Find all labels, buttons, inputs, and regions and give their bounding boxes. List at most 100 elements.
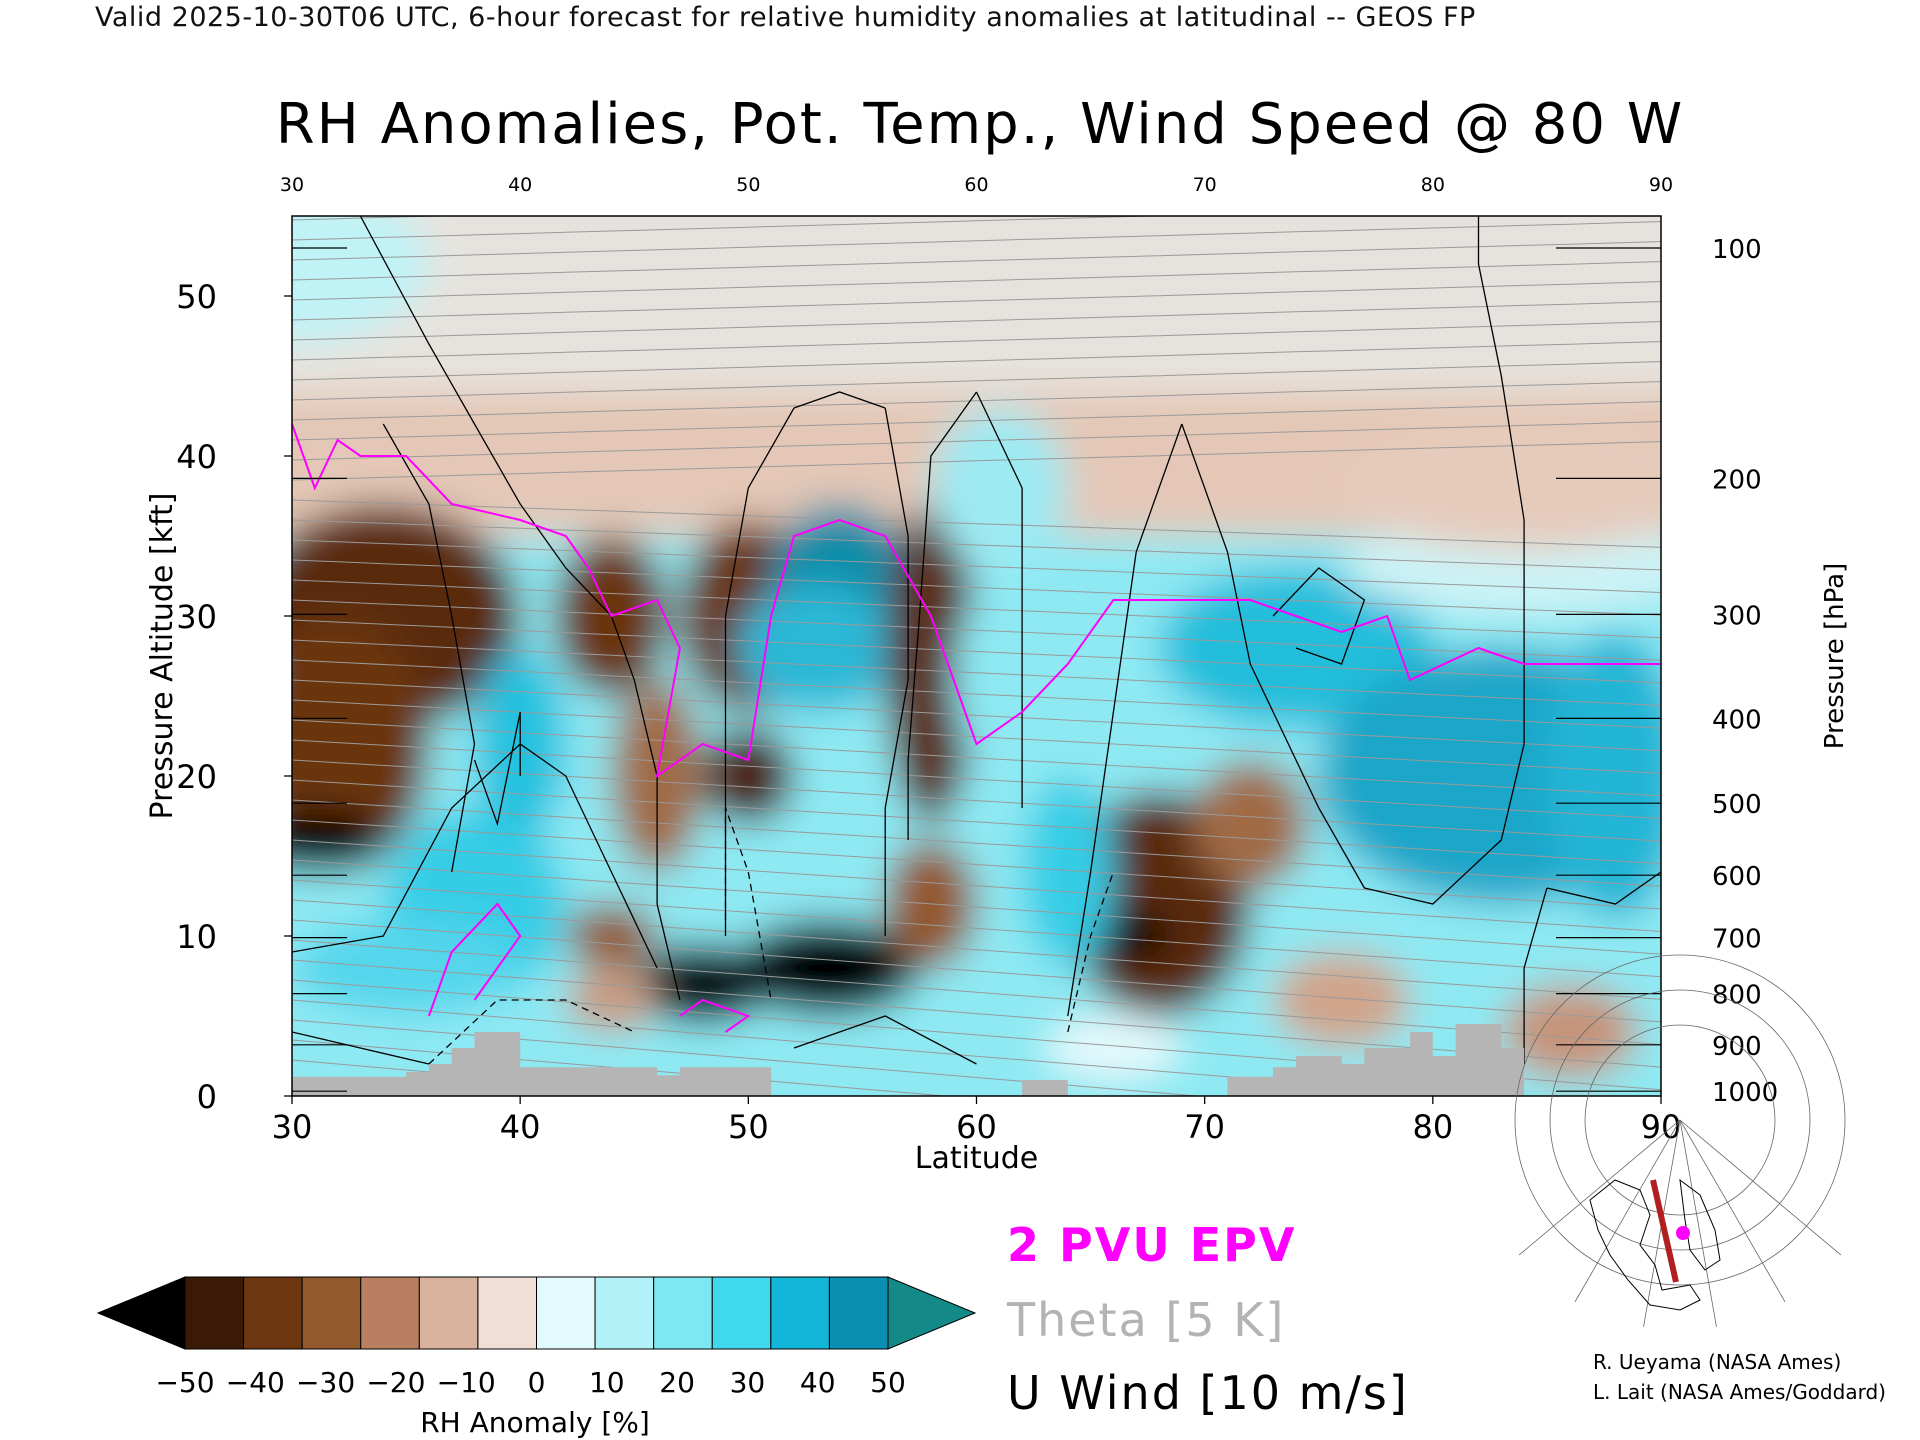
pressure-tick-label: 300 [1712, 601, 1762, 631]
y2-axis-label: Pressure [hPa] [1820, 563, 1850, 750]
theta-line [292, 341, 1661, 381]
colorbar-cell [828, 1276, 889, 1350]
top-x-tick-label: 60 [964, 174, 988, 196]
y-tick-label: 30 [176, 598, 217, 636]
y-tick-label: 10 [176, 918, 217, 956]
theta-line [292, 261, 1661, 301]
colorbar-low-arrow [96, 1276, 186, 1350]
wind-line [884, 407, 909, 936]
credit-line-1: R. Ueyama (NASA Ames) [1593, 1350, 1842, 1374]
theta-line [292, 241, 1661, 281]
colorbar-cell [184, 1276, 245, 1350]
map-coastline [1679, 1178, 1721, 1271]
theta-line [292, 599, 1661, 661]
wind-line [907, 391, 978, 840]
wind-line-dashed [724, 807, 772, 1001]
map-meridian [1679, 1119, 1786, 1303]
colorbar-tick-label: 40 [800, 1366, 836, 1399]
colorbar-cell [653, 1276, 713, 1350]
forecast-header: Valid 2025-10-30T06 UTC, 6-hour forecast… [95, 2, 1476, 33]
wind-line [1067, 423, 1183, 1017]
x-tick-label: 70 [1184, 1108, 1225, 1146]
field-blob [1501, 984, 1639, 1080]
pressure-tick-label: 1000 [1712, 1078, 1778, 1108]
field-blob [1273, 952, 1411, 1048]
theta-line [292, 221, 1661, 261]
field-blob [1341, 424, 1661, 552]
wind-line [1272, 567, 1366, 665]
top-x-tick-label: 90 [1649, 174, 1673, 196]
wind-line [292, 743, 658, 969]
theta-line [292, 639, 1661, 706]
map-latitude-circle [1584, 1024, 1776, 1216]
legend-theta: Theta [5 K] [1007, 1293, 1286, 1347]
wind-line [292, 1031, 430, 1065]
theta-line [292, 579, 1661, 639]
legend-uwind: U Wind [10 m/s] [1007, 1366, 1409, 1420]
colorbar-tick-label: 50 [870, 1366, 906, 1399]
theta-line [292, 899, 1661, 1000]
colorbar-cell [594, 1276, 655, 1350]
map-meridian [1679, 1119, 1842, 1256]
wind-contours [292, 216, 1661, 1065]
wind-line [793, 1015, 977, 1065]
map-coastline [1589, 1179, 1701, 1311]
colorbar: −50 −40 −30 −20 −10 0 10 20 30 40 50 RH Anomaly [%] [96, 1276, 977, 1439]
y-tick-label: 0 [197, 1078, 217, 1116]
field-blob [953, 584, 1045, 776]
theta-line [292, 301, 1661, 341]
pressure-tick-label: 800 [1712, 981, 1762, 1011]
theta-line [292, 216, 1167, 241]
map-background [1560, 1165, 1760, 1320]
epv-line [292, 423, 1661, 779]
x-tick-label: 80 [1412, 1108, 1453, 1146]
field-blob [1193, 760, 1308, 888]
locator-map [1514, 954, 1846, 1327]
colorbar-cell [243, 1276, 303, 1350]
wind-line [382, 423, 476, 873]
theta-line [292, 939, 1661, 1045]
theta-line [292, 499, 1661, 548]
field-blob [1022, 776, 1114, 968]
credit-line-2: L. Lait (NASA Ames/Goddard) [1593, 1380, 1886, 1404]
epv-line [679, 998, 751, 1033]
top-x-tick-label: 50 [736, 174, 760, 196]
x-tick-label: 50 [728, 1108, 769, 1146]
map-marker [1676, 1226, 1690, 1240]
pressure-tick-label: 600 [1712, 862, 1762, 892]
top-x-tick-label: 30 [280, 174, 304, 196]
field-strat [292, 216, 1661, 392]
epv-contour [292, 423, 1661, 1033]
wind-line [975, 391, 1023, 808]
field-blobs [292, 216, 1661, 1096]
wind-line [359, 216, 681, 1001]
field-blob [565, 968, 658, 1032]
colorbar-cell [477, 1276, 537, 1350]
theta-line [292, 381, 1661, 421]
field-blob [634, 944, 772, 1024]
map-latitude-circle [1549, 989, 1811, 1251]
wind-line [1523, 887, 1548, 1064]
wind-line-dashed [1067, 871, 1115, 1033]
x-tick-label: 90 [1641, 1108, 1682, 1146]
colorbar-cell [360, 1276, 420, 1350]
colorbar-tick-label: −20 [366, 1366, 425, 1399]
field-blob [1101, 912, 1171, 960]
colorbar-cell [536, 1276, 596, 1350]
x-tick-label: 40 [500, 1108, 541, 1146]
colorbar-tick-label: 0 [528, 1366, 546, 1399]
colorbar-cell [301, 1276, 362, 1350]
top-x-tick-label: 70 [1193, 174, 1217, 196]
y-tick-label: 20 [176, 758, 217, 796]
theta-line [292, 321, 1661, 361]
map-meridian [1679, 1119, 1717, 1327]
pressure-tick-label: 200 [1712, 465, 1762, 495]
theta-line [292, 281, 1661, 321]
y-tick-label: 40 [176, 438, 217, 476]
field-blob [1546, 632, 1661, 920]
x-tick-label: 30 [272, 1108, 313, 1146]
x-tick-label: 60 [956, 1108, 997, 1146]
colorbar-tick-label: 20 [659, 1366, 695, 1399]
top-x-tick-label: 80 [1421, 174, 1445, 196]
